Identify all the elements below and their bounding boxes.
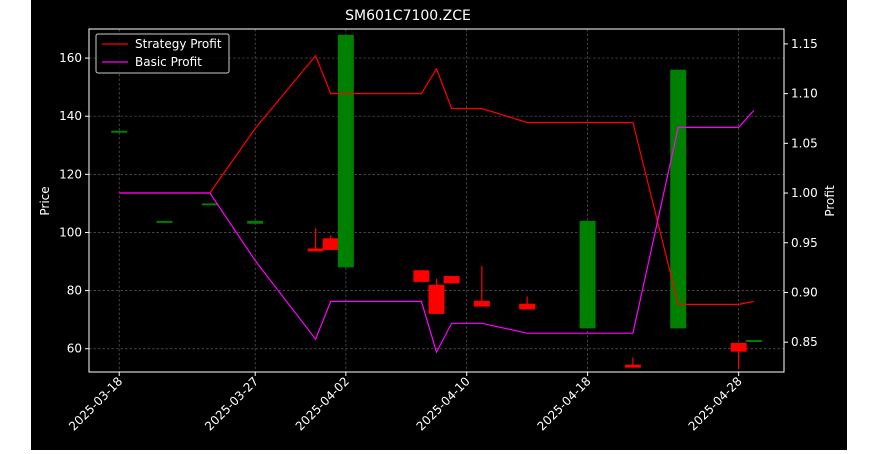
y-tick-label-left: 160 xyxy=(59,51,82,65)
candle-body xyxy=(111,130,128,133)
legend-box xyxy=(95,33,230,74)
basic-profit-line xyxy=(119,110,755,354)
x-tick-label: 2025-04-10 xyxy=(414,374,473,433)
candle-body xyxy=(307,248,324,252)
chart-title: SM601C7100.ZCE xyxy=(345,8,471,24)
y-axis-label-right: Profit xyxy=(823,185,837,217)
candle-body xyxy=(579,220,596,329)
candle-body xyxy=(322,238,339,250)
strategy-profit-line xyxy=(119,54,754,305)
candle-body xyxy=(156,220,173,223)
candle-body xyxy=(624,364,641,368)
x-tick-label: 2025-04-28 xyxy=(686,374,745,433)
y-tick-label-left: 80 xyxy=(67,284,82,298)
candles xyxy=(111,34,762,370)
y-tick-label-right: 1.10 xyxy=(791,87,818,101)
x-tick-label: 2025-03-18 xyxy=(66,374,125,433)
legend-label-strategy: Strategy Profit xyxy=(135,37,222,51)
candle-body xyxy=(428,284,445,314)
plot-frame xyxy=(88,28,785,373)
candle-body xyxy=(745,340,762,343)
y-tick-label-right: 0.85 xyxy=(791,335,818,349)
y-tick-label-right: 0.90 xyxy=(791,285,818,299)
profit-lines xyxy=(119,54,755,354)
y-tick-label-left: 140 xyxy=(59,109,82,123)
x-tick-label: 2025-04-18 xyxy=(534,374,593,433)
legend-label-basic: Basic Profit xyxy=(135,55,202,69)
y-axis-label-left: Price xyxy=(38,186,52,215)
candle-body xyxy=(413,270,430,282)
x-tick-label: 2025-04-02 xyxy=(293,374,352,433)
candle-body xyxy=(670,69,687,329)
x-tick-label: 2025-03-27 xyxy=(202,374,261,433)
y-tick-label-right: 1.05 xyxy=(791,136,818,150)
candle-body xyxy=(519,303,536,310)
candle-body xyxy=(730,342,747,352)
y-tick-label-left: 100 xyxy=(59,225,82,239)
y-tick-label-right: 1.15 xyxy=(791,37,818,51)
candle-body xyxy=(473,300,490,307)
y-tick-label-right: 1.00 xyxy=(791,186,818,200)
legend: Strategy Profit Basic Profit xyxy=(95,33,230,74)
chart-figure: 60 80 100 120 140 160 0.85 0.90 0.95 1.00 1.05 1.10… xyxy=(31,0,847,450)
y-tick-label-left: 60 xyxy=(67,342,82,356)
candlestick-chart: 60 80 100 120 140 160 0.85 0.90 0.95 1.00 1.05 1.10… xyxy=(38,8,837,433)
candle-body xyxy=(247,220,264,224)
candle-body xyxy=(337,34,354,268)
axes: 60 80 100 120 140 160 0.85 0.90 0.95 1.00 1.05 1.10… xyxy=(59,28,818,433)
y-tick-label-left: 120 xyxy=(59,167,82,181)
y-tick-label-right: 0.95 xyxy=(791,236,818,250)
candle-body xyxy=(201,203,218,206)
candle-body xyxy=(443,276,460,284)
